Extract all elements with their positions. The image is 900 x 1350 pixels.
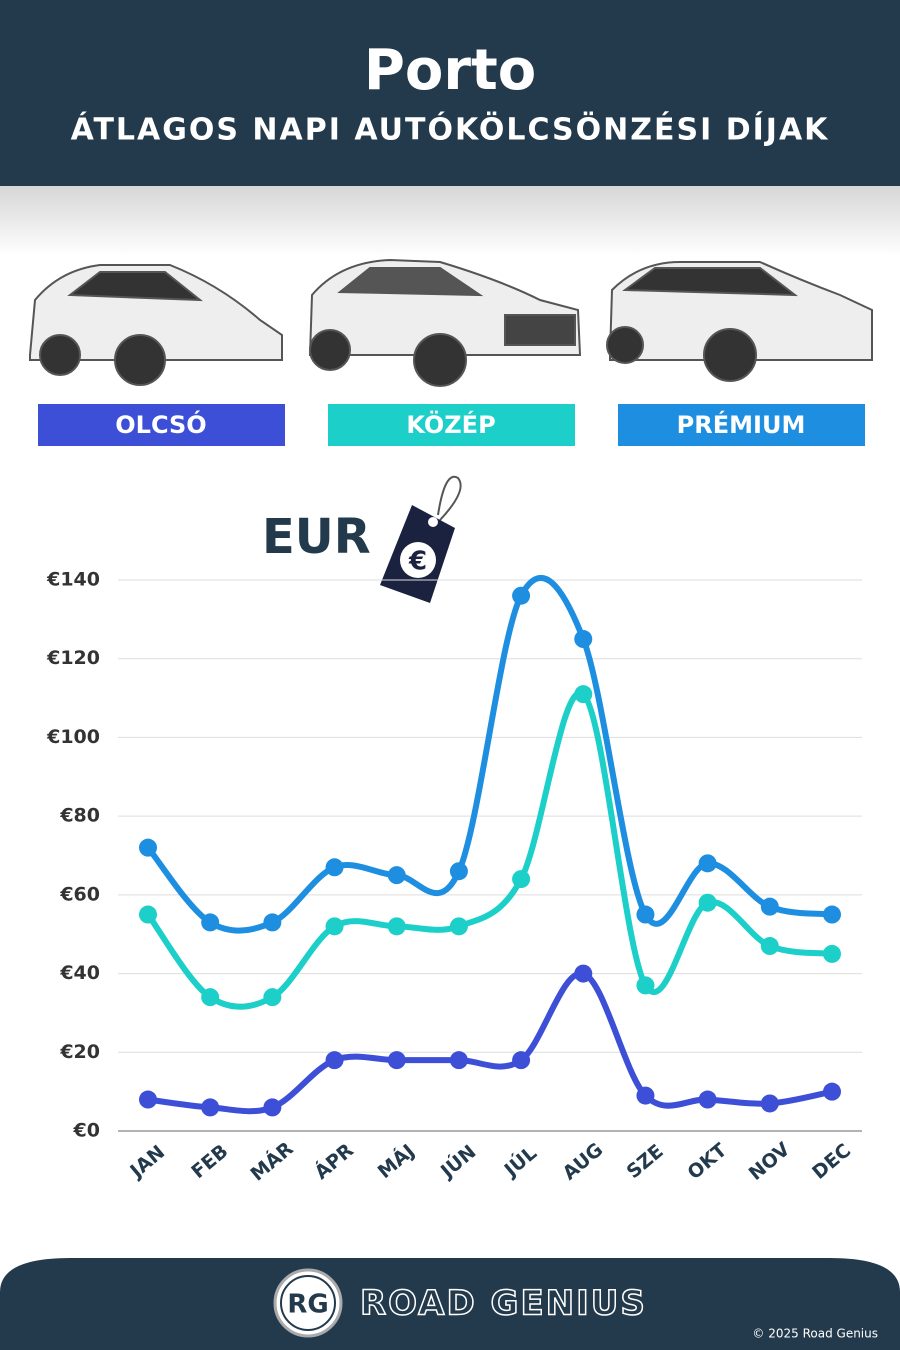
data-point xyxy=(325,858,344,877)
data-point xyxy=(574,685,593,704)
data-point xyxy=(449,917,468,936)
x-tick-label: DEC xyxy=(808,1139,855,1183)
y-tick-label: €140 xyxy=(46,569,100,591)
data-point xyxy=(512,1051,531,1070)
data-point xyxy=(263,913,282,932)
legend-label: OLCSÓ xyxy=(115,409,206,439)
x-tick-label: ÁPR xyxy=(310,1138,358,1184)
subtitle: ÁTLAGOS NAPI AUTÓKÖLCSÖNZÉSI DÍJAK xyxy=(71,111,830,148)
data-point xyxy=(449,1051,468,1070)
data-point xyxy=(823,905,841,924)
car-mid xyxy=(308,258,582,387)
data-point xyxy=(201,988,220,1007)
x-tick-label: MÁR xyxy=(246,1137,298,1186)
x-tick-label: OKT xyxy=(683,1139,731,1184)
data-point xyxy=(636,1086,655,1105)
data-point xyxy=(449,862,468,881)
data-point xyxy=(698,1090,717,1109)
data-point xyxy=(760,897,779,916)
x-tick-label: JÚN xyxy=(434,1139,480,1183)
series-line xyxy=(145,970,835,1115)
data-point xyxy=(387,1051,406,1070)
data-point xyxy=(139,905,157,924)
legend-swatch xyxy=(618,404,865,446)
header-shadow xyxy=(0,186,900,256)
legend: OLCSÓ KÖZÉP PRÉMIUM xyxy=(38,404,865,446)
header-bg xyxy=(0,0,900,186)
series-line xyxy=(145,574,835,934)
data-point xyxy=(698,893,717,912)
copyright: © 2025 Road Genius xyxy=(752,1327,878,1341)
data-point xyxy=(139,838,157,857)
data-point xyxy=(201,913,220,932)
unit-label: EUR xyxy=(262,509,371,565)
y-tick-label: €100 xyxy=(46,726,100,748)
data-point xyxy=(325,1051,344,1070)
x-tick-label: SZE xyxy=(623,1140,668,1183)
data-point xyxy=(512,870,531,889)
title: Porto xyxy=(364,38,536,103)
y-tick-label: €60 xyxy=(59,883,100,905)
y-tick-label: €20 xyxy=(59,1041,100,1063)
y-tick-label: €0 xyxy=(73,1120,100,1142)
data-point xyxy=(636,905,655,924)
logo-ring xyxy=(280,1275,336,1331)
data-point xyxy=(387,917,406,936)
data-point xyxy=(574,964,593,983)
data-point xyxy=(263,988,282,1007)
logo: RG xyxy=(287,1290,328,1320)
legend-label: PRÉMIUM xyxy=(677,410,806,439)
data-point xyxy=(263,1098,282,1117)
logo-circle xyxy=(273,1268,343,1338)
data-point xyxy=(325,917,344,936)
x-tick-label: AUG xyxy=(559,1139,608,1185)
data-point xyxy=(387,866,406,885)
price-tag: € xyxy=(380,475,462,603)
x-tick-label: NOV xyxy=(745,1138,795,1185)
x-tick-label: JAN xyxy=(125,1141,170,1183)
car-cheap xyxy=(29,264,283,386)
x-tick-label: MÁJ xyxy=(373,1139,419,1183)
y-tick-label: €120 xyxy=(46,647,100,669)
data-point xyxy=(636,976,655,995)
data-point xyxy=(760,937,779,956)
y-tick-label: €80 xyxy=(59,805,100,827)
data-point xyxy=(823,1082,841,1101)
legend-label: KÖZÉP xyxy=(406,409,495,439)
data-point xyxy=(574,630,593,649)
brand: ROAD GENIUS xyxy=(360,1284,647,1324)
data-point xyxy=(139,1090,157,1109)
data-point xyxy=(201,1098,220,1117)
legend-swatch xyxy=(38,404,285,446)
chart: €0 €20 €40 €60 €80 €100 €120 €140 JAN FEB MÁR ÁPR MÁ… xyxy=(46,569,862,1186)
data-point xyxy=(698,854,717,873)
footer-bg xyxy=(0,1258,900,1350)
x-tick-label: FEB xyxy=(187,1140,232,1183)
data-point xyxy=(823,944,841,963)
x-tick-label: JÚL xyxy=(498,1141,541,1183)
y-tick-label: €40 xyxy=(59,962,100,984)
legend-swatch xyxy=(328,404,575,446)
tag-symbol: € xyxy=(408,547,427,577)
car-premium xyxy=(606,261,873,382)
data-point xyxy=(512,586,531,605)
data-point xyxy=(760,1094,779,1113)
